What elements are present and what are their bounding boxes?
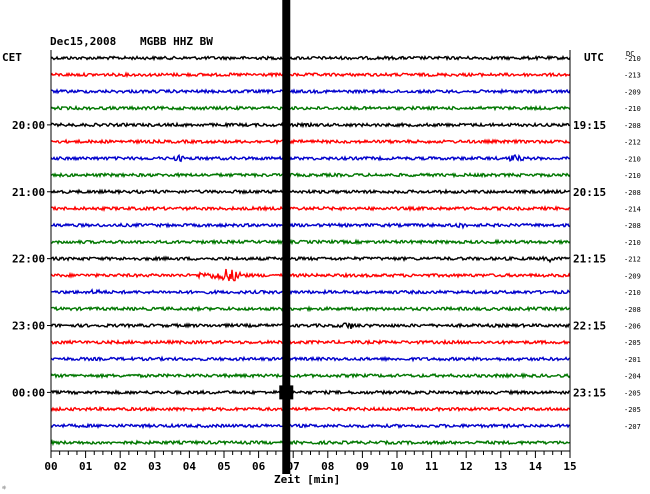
dc-offset-label: -210: [624, 172, 641, 180]
dc-offset-label: -205: [624, 339, 641, 347]
corner-mark: ☼: [2, 484, 7, 492]
x-tick-label: 08: [321, 460, 334, 473]
trace-row-3: [50, 104, 571, 112]
x-tick-label: 15: [563, 460, 576, 473]
x-tick-label: 04: [183, 460, 197, 473]
dc-offset-label: -210: [624, 239, 641, 247]
x-tick-label: 01: [79, 460, 93, 473]
trace-row-16: [50, 322, 571, 330]
trace-row-2: [50, 88, 571, 95]
dc-offset-label: -210: [624, 155, 641, 163]
trace-row-5: [50, 138, 571, 145]
dc-offset-label: -212: [624, 139, 641, 147]
dc-offset-label: -210: [624, 289, 641, 297]
dc-offset-label: -213: [624, 72, 641, 80]
right-time-label: 23:15: [573, 386, 606, 399]
dc-header-label: DC: [626, 50, 634, 58]
trace-row-22: [50, 422, 571, 430]
right-time-labels: 19:15 20:15 21:15 22:15 23:15: [573, 119, 606, 400]
dc-offset-label: -205: [624, 406, 641, 414]
dc-offset-label: -206: [624, 323, 641, 331]
left-timezone-label: CET: [2, 51, 22, 64]
trace-row-6: [50, 153, 571, 163]
header-date: Dec15,2008: [50, 35, 116, 48]
x-tick-label: 00: [44, 460, 57, 473]
trace-row-11: [50, 238, 571, 246]
dc-offset-label: -205: [624, 389, 641, 397]
header-station: MGBB HHZ BW: [140, 35, 213, 48]
trace-row-14: [50, 288, 571, 296]
trace-row-23: [50, 439, 571, 447]
trace-row-19: [50, 372, 571, 380]
trace-row-15: [50, 305, 571, 313]
trace-row-9: [50, 204, 571, 212]
trace-row-17: [50, 338, 571, 346]
right-timezone-label: UTC: [584, 51, 604, 64]
right-time-label: 19:15: [573, 119, 606, 132]
dc-offset-label: -208: [624, 306, 641, 314]
trace-row-12: [50, 255, 571, 264]
dc-offset-label: -201: [624, 356, 641, 364]
trace-row-8: [50, 188, 571, 196]
trace-group: [50, 54, 571, 447]
x-tick-label: 12: [460, 460, 473, 473]
x-axis: 00 01 02 03 04 05 06 07 08 09 10 11 12 13 14 15: [44, 451, 577, 473]
dc-offset-labels: -210 -213 -209 -210 -208 -212 -210 -210 -208 -214…: [624, 55, 641, 431]
trace-row-4: [50, 121, 570, 129]
left-time-labels: 20:00 21:00 22:00 23:00 00:00: [12, 119, 51, 399]
right-time-label: 22:15: [573, 320, 606, 333]
x-tick-label: 03: [148, 460, 161, 473]
trace-row-13: [50, 268, 571, 282]
dc-offset-label: -207: [624, 423, 641, 431]
left-time-label: 23:00: [12, 320, 45, 333]
glitch-bar-blob: [279, 385, 294, 400]
x-tick-label: 11: [425, 460, 439, 473]
dc-offset-label: -210: [624, 105, 641, 113]
dc-offset-label: -214: [624, 205, 641, 213]
trace-row-7: [50, 171, 571, 179]
trace-row-0: [50, 54, 571, 62]
x-tick-label: 06: [252, 460, 266, 473]
right-time-label: 21:15: [573, 253, 606, 266]
x-tick-label: 13: [494, 460, 507, 473]
trace-row-10: [50, 221, 571, 230]
left-time-label: 21:00: [12, 186, 45, 199]
chart-frame: [50, 50, 571, 452]
x-tick-label: 10: [390, 460, 403, 473]
dc-offset-label: -209: [624, 88, 641, 96]
dc-offset-label: -204: [624, 373, 641, 381]
dc-offset-label: -210: [624, 55, 641, 63]
dc-offset-label: -208: [624, 189, 641, 197]
glitch-bar-rect: [282, 0, 291, 474]
trace-row-1: [50, 71, 571, 79]
dc-offset-label: -209: [624, 272, 641, 280]
dc-offset-label: -208: [624, 222, 641, 230]
x-tick-label: 02: [114, 460, 127, 473]
trace-row-20: [50, 389, 571, 396]
glitch-bar: [279, 0, 294, 474]
dc-offset-label: -208: [624, 122, 641, 130]
left-time-label: 22:00: [12, 253, 45, 266]
x-tick-label: 05: [217, 460, 230, 473]
left-time-label: 20:00: [12, 119, 45, 132]
trace-row-21: [50, 405, 571, 413]
left-time-label: 00:00: [12, 386, 45, 399]
x-tick-label: 09: [356, 460, 369, 473]
trace-row-18: [50, 355, 571, 363]
x-axis-label: Zeit [min]: [274, 473, 340, 486]
x-tick-label: 14: [529, 460, 543, 473]
dc-offset-label: -212: [624, 256, 641, 264]
right-time-label: 20:15: [573, 186, 606, 199]
